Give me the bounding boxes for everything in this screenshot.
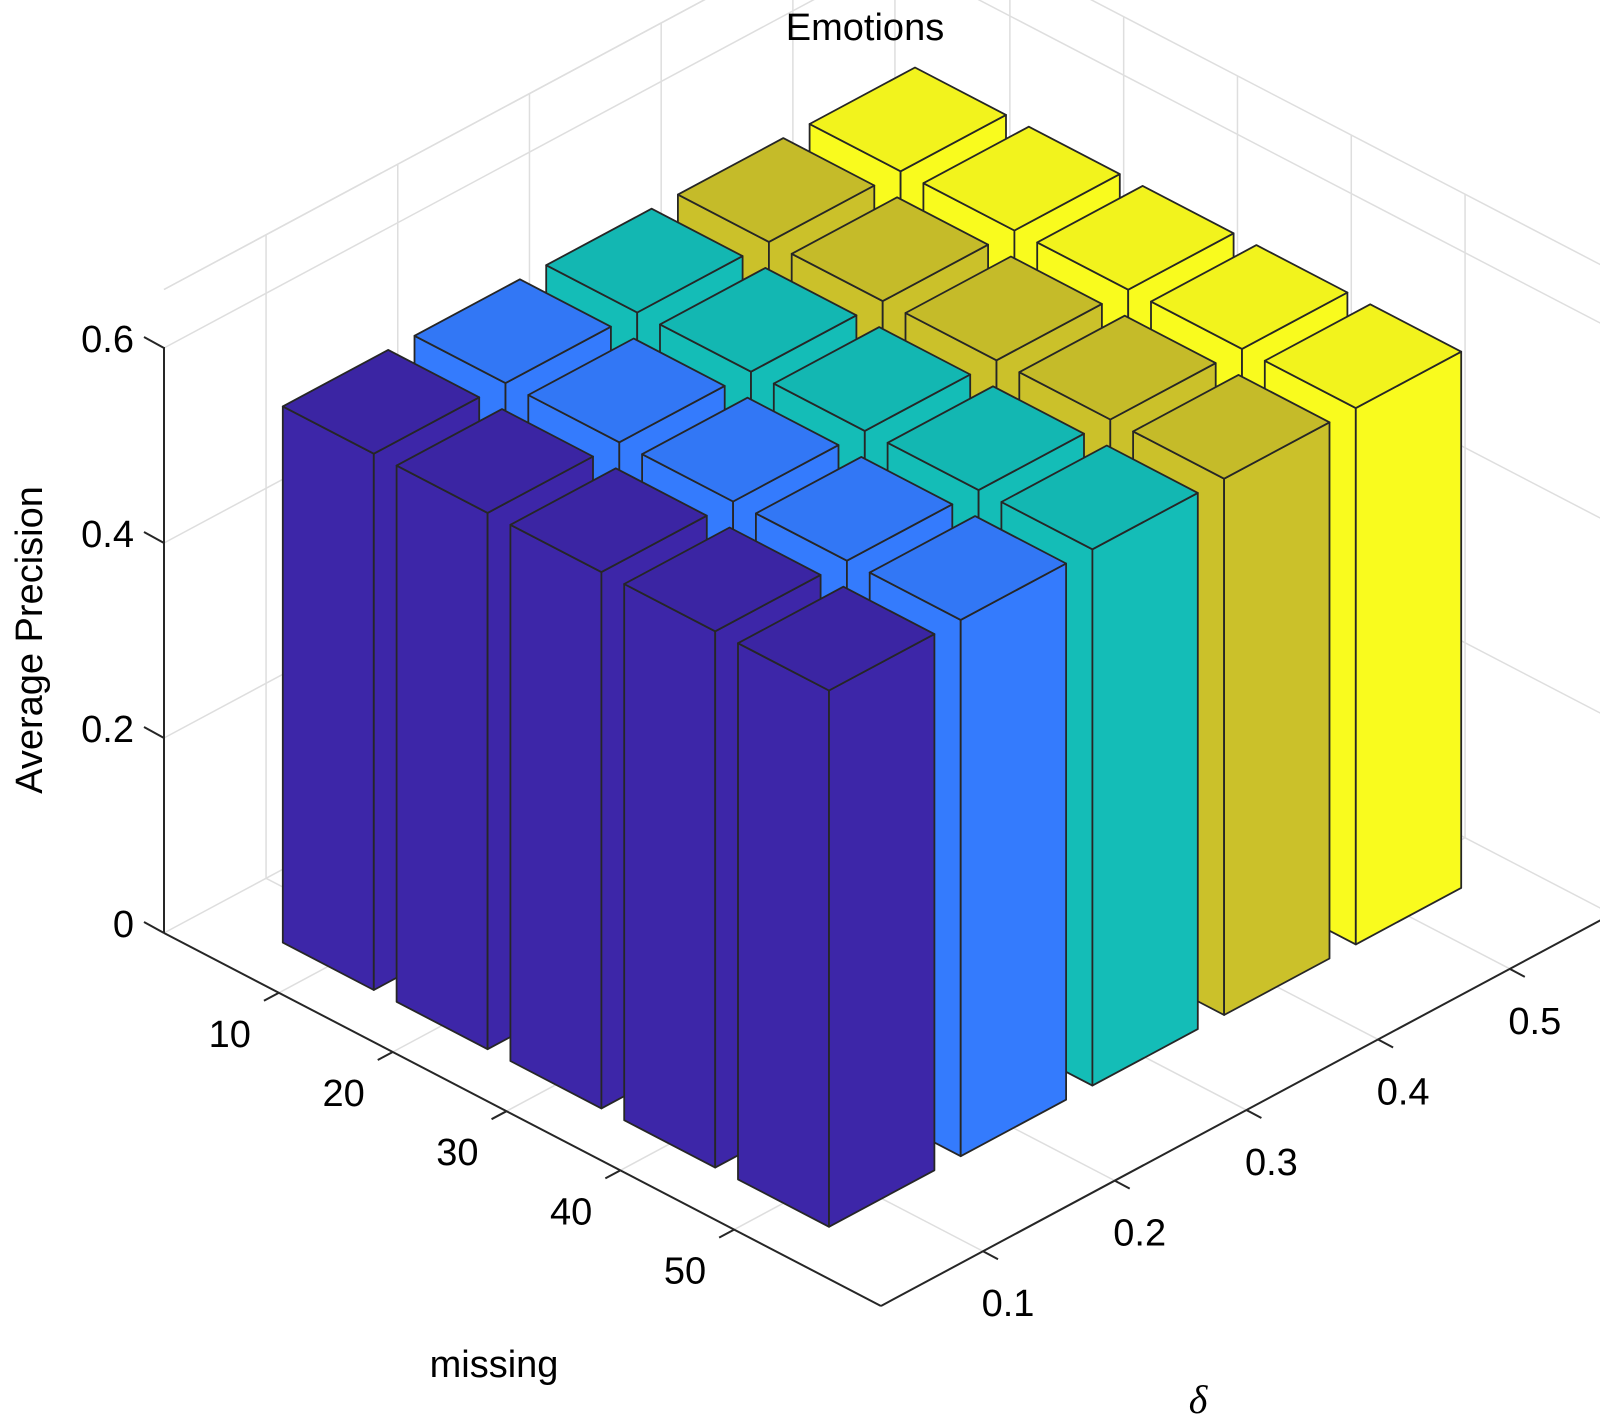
z-tick-label: 0.6 <box>81 319 134 361</box>
bar-face-side <box>1354 350 1463 946</box>
x-tick-mark <box>718 1228 735 1239</box>
bar-face-top <box>677 137 876 243</box>
y-axis-label: δ <box>1189 1377 1209 1421</box>
z-tick-mark <box>143 531 165 544</box>
bar-face-front <box>737 642 830 1228</box>
x-tick-label: 40 <box>550 1191 592 1233</box>
bar-face-front <box>395 464 489 1051</box>
y-tick-label: 0.3 <box>1245 1142 1298 1184</box>
bar-face-top <box>413 278 612 385</box>
bar-layer <box>281 66 1463 1228</box>
bar-face-top <box>395 408 594 514</box>
bar-face-top <box>904 255 1103 362</box>
grid-line-right-wall <box>977 0 1600 324</box>
x-axis-line <box>163 932 882 1307</box>
z-axis-label: Average Precision <box>9 486 51 794</box>
bar-face-top <box>659 266 858 373</box>
bar-face-top <box>886 385 1085 492</box>
bar-50-0.1 <box>737 585 936 1228</box>
bar-face-front <box>509 523 603 1110</box>
bar-face-top <box>545 207 744 314</box>
z-tick-label: 0.2 <box>81 709 134 751</box>
bar-face-top <box>527 337 726 444</box>
y-tick-mark <box>1377 1038 1394 1049</box>
x-tick-label: 50 <box>664 1251 706 1293</box>
bar-face-top <box>922 125 1121 232</box>
x-tick-mark <box>491 1110 508 1121</box>
bar-face-top <box>281 348 481 455</box>
x-tick-label: 20 <box>322 1073 364 1115</box>
bar-face-top <box>1000 444 1199 551</box>
bar-face-top <box>641 396 840 503</box>
y-tick-label: 0.2 <box>1113 1213 1166 1255</box>
x-tick-mark <box>604 1169 621 1180</box>
axis-layer <box>143 336 1600 1307</box>
z-tick-mark <box>143 336 165 349</box>
y-tick-mark <box>1114 1179 1131 1190</box>
y-tick-mark <box>1245 1109 1262 1119</box>
bar-face-top <box>623 526 822 633</box>
bar-face-side <box>828 633 936 1228</box>
y-tick-label: 0.4 <box>1377 1071 1430 1113</box>
grid-box-top <box>163 0 1600 291</box>
bar-face-side <box>959 562 1067 1158</box>
x-tick-label: 30 <box>436 1132 478 1174</box>
bar-face-top <box>1132 373 1331 480</box>
x-axis-label: missing <box>430 1344 559 1386</box>
bar-face-top <box>1150 244 1349 350</box>
bar-face-front <box>281 405 375 991</box>
x-tick-label: 10 <box>209 1014 251 1056</box>
bar-face-top <box>1263 303 1463 410</box>
x-tick-mark <box>377 1051 394 1061</box>
z-tick-label: 0.4 <box>81 514 134 556</box>
bar-face-front <box>623 583 717 1169</box>
chart-title: Emotions <box>786 7 944 49</box>
z-tick-mark <box>143 726 165 739</box>
y-tick-label: 0.1 <box>982 1283 1035 1325</box>
bar-face-top <box>1036 184 1235 291</box>
y-tick-mark <box>982 1250 999 1261</box>
z-tick-mark <box>143 921 165 934</box>
bar-face-top <box>1018 314 1217 421</box>
bar-face-top <box>509 467 708 573</box>
y-axis-line <box>880 919 1600 1307</box>
bar-face-top <box>790 196 989 303</box>
bar-face-top <box>772 326 972 432</box>
x-tick-mark <box>263 991 280 1002</box>
bar-face-top <box>868 515 1067 621</box>
bar-face-top <box>755 455 954 562</box>
bar-face-top <box>808 66 1007 173</box>
label-layer: Emotions Average Precision missing δ 0 0.… <box>9 7 1561 1421</box>
y-tick-mark <box>1509 967 1526 978</box>
bar-face-side <box>1223 421 1331 1016</box>
bar-face-top <box>737 585 936 692</box>
bar-face-side <box>1091 491 1199 1087</box>
y-tick-label: 0.5 <box>1508 1001 1561 1043</box>
z-tick-label: 0 <box>113 904 134 946</box>
